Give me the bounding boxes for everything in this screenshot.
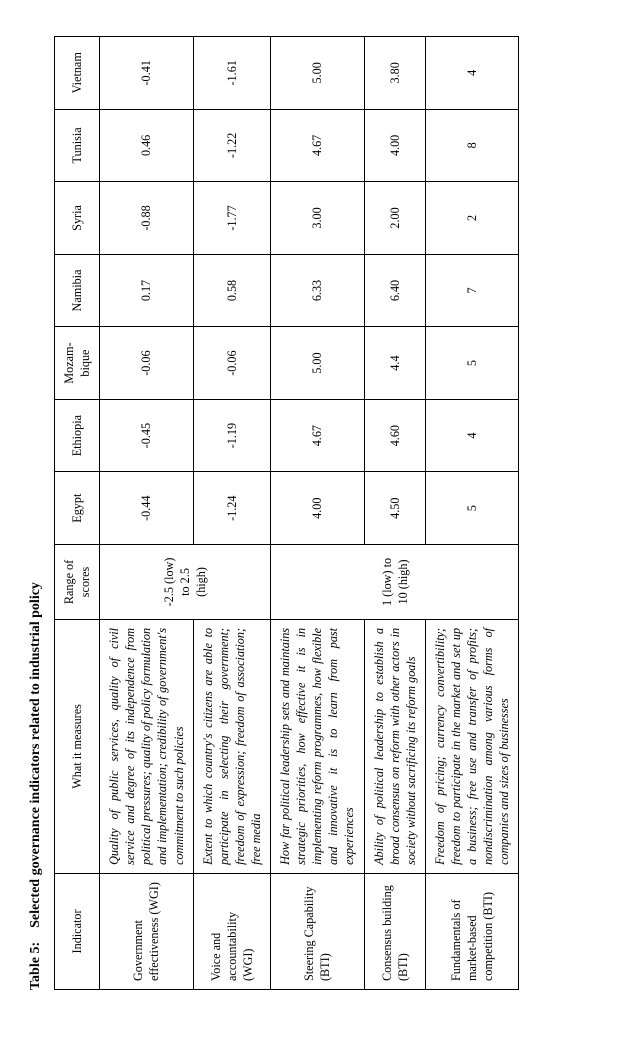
cell-value: 8 [425,109,518,182]
cell-value: 4 [425,37,518,110]
cell-measure: How far political leadership sets and ma… [271,619,364,873]
cell-value: 4.00 [271,472,364,545]
hdr-measures: What it measures [55,619,100,873]
page-container: Table 5: Selected governance indicators … [0,0,644,1042]
table-row: Voice and accountability (WGI) Extent to… [193,37,270,990]
cell-indicator: Fundamentals of market-based competition… [425,873,518,989]
cell-value: 5 [425,472,518,545]
cell-measure: Ability of political leadership to estab… [364,619,425,873]
cell-value: -1.61 [193,37,270,110]
table-row: Government effectiveness (WGI) Quality o… [100,37,193,990]
cell-value: 4 [425,399,518,472]
cell-value: -0.44 [100,472,193,545]
cell-value: 0.58 [193,254,270,327]
caption-title: Selected governance indicators related t… [28,582,43,928]
hdr-country-4: Syria [55,182,100,255]
cell-value: 4.50 [364,472,425,545]
table-caption: Table 5: Selected governance indicators … [28,36,44,990]
cell-value: 5.00 [271,327,364,400]
cell-indicator: Government effectiveness (WGI) [100,873,193,989]
cell-value: -0.06 [193,327,270,400]
cell-value: 2 [425,182,518,255]
cell-value: 4.00 [364,109,425,182]
cell-value: 4.60 [364,399,425,472]
cell-value: -1.22 [193,109,270,182]
cell-value: 0.17 [100,254,193,327]
cell-measure: Extent to which country's citizens are a… [193,619,270,873]
cell-value: -0.45 [100,399,193,472]
header-row: Indicator What it measures Range of scor… [55,37,100,990]
cell-value: -1.24 [193,472,270,545]
cell-indicator: Steering Capability (BTI) [271,873,364,989]
cell-value: 3.00 [271,182,364,255]
cell-value: 6.40 [364,254,425,327]
caption-label: Table 5: [28,942,43,990]
cell-value: 2.00 [364,182,425,255]
cell-value: 7 [425,254,518,327]
cell-value: -0.88 [100,182,193,255]
hdr-range: Range of scores [55,544,100,619]
cell-value: -0.06 [100,327,193,400]
cell-value: 4.67 [271,399,364,472]
hdr-country-2: Mozam- bique [55,327,100,400]
cell-indicator: Consensus building (BTI) [364,873,425,989]
cell-range-wgi: -2.5 (low) to 2.5 (high) [100,544,271,619]
cell-value: 0.46 [100,109,193,182]
cell-value: 4.4 [364,327,425,400]
cell-value: -1.77 [193,182,270,255]
table-row: Consensus building (BTI) Ability of poli… [364,37,425,990]
cell-indicator: Voice and accountability (WGI) [193,873,270,989]
cell-measure: Freedom of pricing; currency convertibil… [425,619,518,873]
cell-value: 5 [425,327,518,400]
hdr-country-0: Egypt [55,472,100,545]
hdr-country-3: Namibia [55,254,100,327]
cell-value: 5.00 [271,37,364,110]
cell-value: -0.41 [100,37,193,110]
hdr-country-5: Tunisia [55,109,100,182]
cell-value: 6.33 [271,254,364,327]
hdr-country-1: Ethiopia [55,399,100,472]
hdr-country-6: Vietnam [55,37,100,110]
table-row: Steering Capability (BTI) How far politi… [271,37,364,990]
cell-measure: Quality of public services, quality of c… [100,619,193,873]
governance-table: Indicator What it measures Range of scor… [54,36,519,990]
cell-value: 4.67 [271,109,364,182]
table-row: Fundamentals of market-based competition… [425,37,518,990]
cell-range-bti: 1 (low) to 10 (high) [271,544,519,619]
cell-value: 3.80 [364,37,425,110]
cell-value: -1.19 [193,399,270,472]
hdr-indicator: Indicator [55,873,100,989]
